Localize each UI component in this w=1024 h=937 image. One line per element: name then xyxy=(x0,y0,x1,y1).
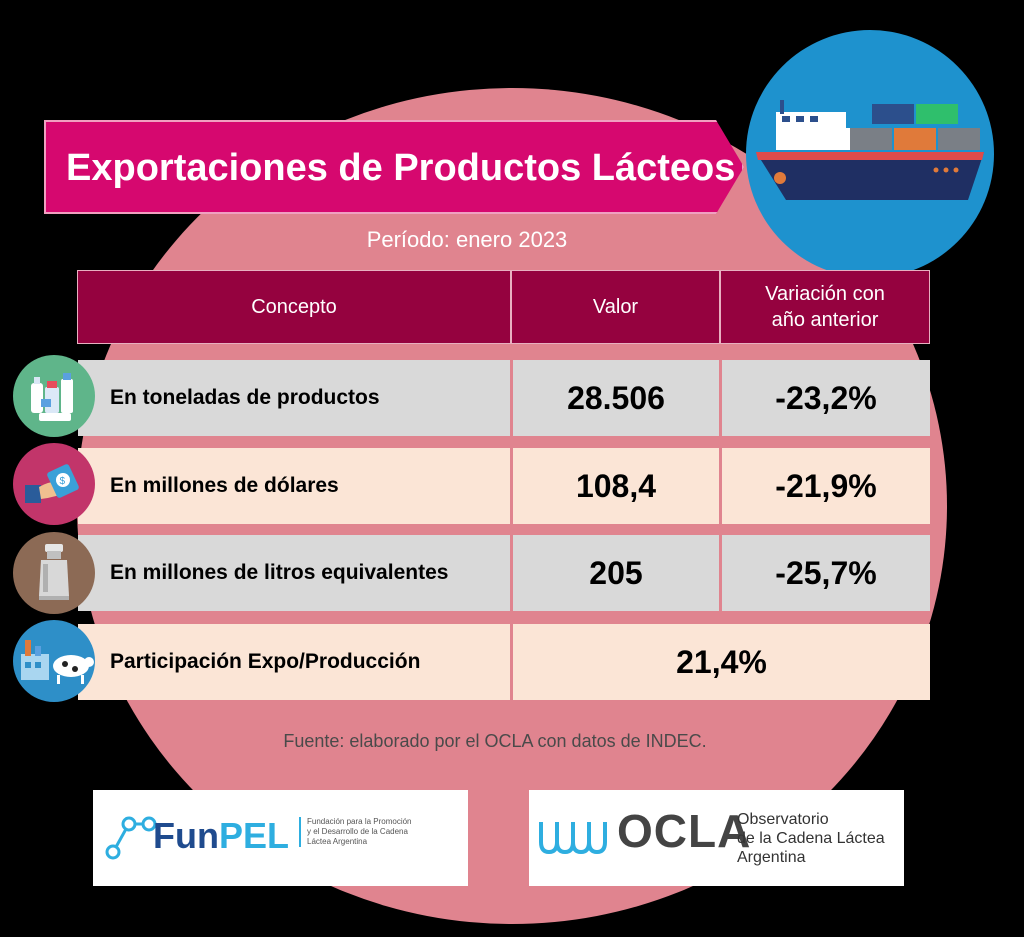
svg-text:$: $ xyxy=(60,476,66,487)
table-row-concept: Participación Expo/Producción xyxy=(78,624,510,700)
period-label: Período: enero 2023 xyxy=(366,227,568,252)
header-value: Valor xyxy=(511,270,720,344)
funpel-subtitle-line: Fundación para la Promoción xyxy=(307,817,412,826)
header-variation: Variación con año anterior xyxy=(720,270,930,344)
ocla-wave-icon xyxy=(539,822,607,855)
header-variation-line2: año anterior xyxy=(771,309,879,331)
factory-cow-icon xyxy=(13,620,95,702)
ocla-name: OCLA xyxy=(617,805,752,857)
header-variation-line1: Variación con xyxy=(765,283,885,305)
header-concept: Concepto xyxy=(77,270,511,344)
table-row-variation: -21,9% xyxy=(722,448,930,524)
table-row-variation: -23,2% xyxy=(722,360,930,436)
source-note: Fuente: elaborado por el OCLA con datos … xyxy=(283,731,707,751)
ocla-subtitle: Observatorio de la Cadena Láctea Argenti… xyxy=(737,810,885,867)
table-row-concept: En toneladas de productos xyxy=(78,360,510,436)
title-banner xyxy=(44,120,744,214)
ocla-subtitle-line: Argentina xyxy=(737,849,806,866)
cargo-ship-icon xyxy=(746,30,994,278)
milk-can-icon xyxy=(13,532,95,614)
page-title: Exportaciones de Productos Lácteos xyxy=(66,147,736,189)
table-row-value: 108,4 xyxy=(513,448,719,524)
ocla-subtitle-line: Observatorio xyxy=(737,811,829,828)
funpel-subtitle: Fundación para la Promoción y el Desarro… xyxy=(299,817,467,847)
funpel-subtitle-line: y el Desarrollo de la Cadena xyxy=(307,827,408,836)
funpel-name: FunPEL xyxy=(153,815,289,857)
table-row-concept: En millones de dólares xyxy=(78,448,510,524)
table-row-value: 205 xyxy=(513,535,719,611)
ocla-logo: OCLA Observatorio de la Cadena Láctea Ar… xyxy=(529,790,904,886)
funpel-logo: FunPEL Fundación para la Promoción y el … xyxy=(93,790,468,886)
funpel-name-part1: Fun xyxy=(153,815,219,856)
table-row-variation: -25,7% xyxy=(722,535,930,611)
dairy-products-icon xyxy=(13,355,95,437)
table-row-concept: En millones de litros equivalentes xyxy=(78,535,510,611)
funpel-subtitle-line: Láctea Argentina xyxy=(307,837,368,846)
table-row-value-merged: 21,4% xyxy=(513,624,930,700)
funpel-name-part2: PEL xyxy=(218,815,289,856)
table-row-value: 28.506 xyxy=(513,360,719,436)
money-hand-icon: $ xyxy=(13,443,95,525)
funpel-network-icon xyxy=(105,816,157,860)
ocla-subtitle-line: de la Cadena Láctea xyxy=(737,830,885,847)
